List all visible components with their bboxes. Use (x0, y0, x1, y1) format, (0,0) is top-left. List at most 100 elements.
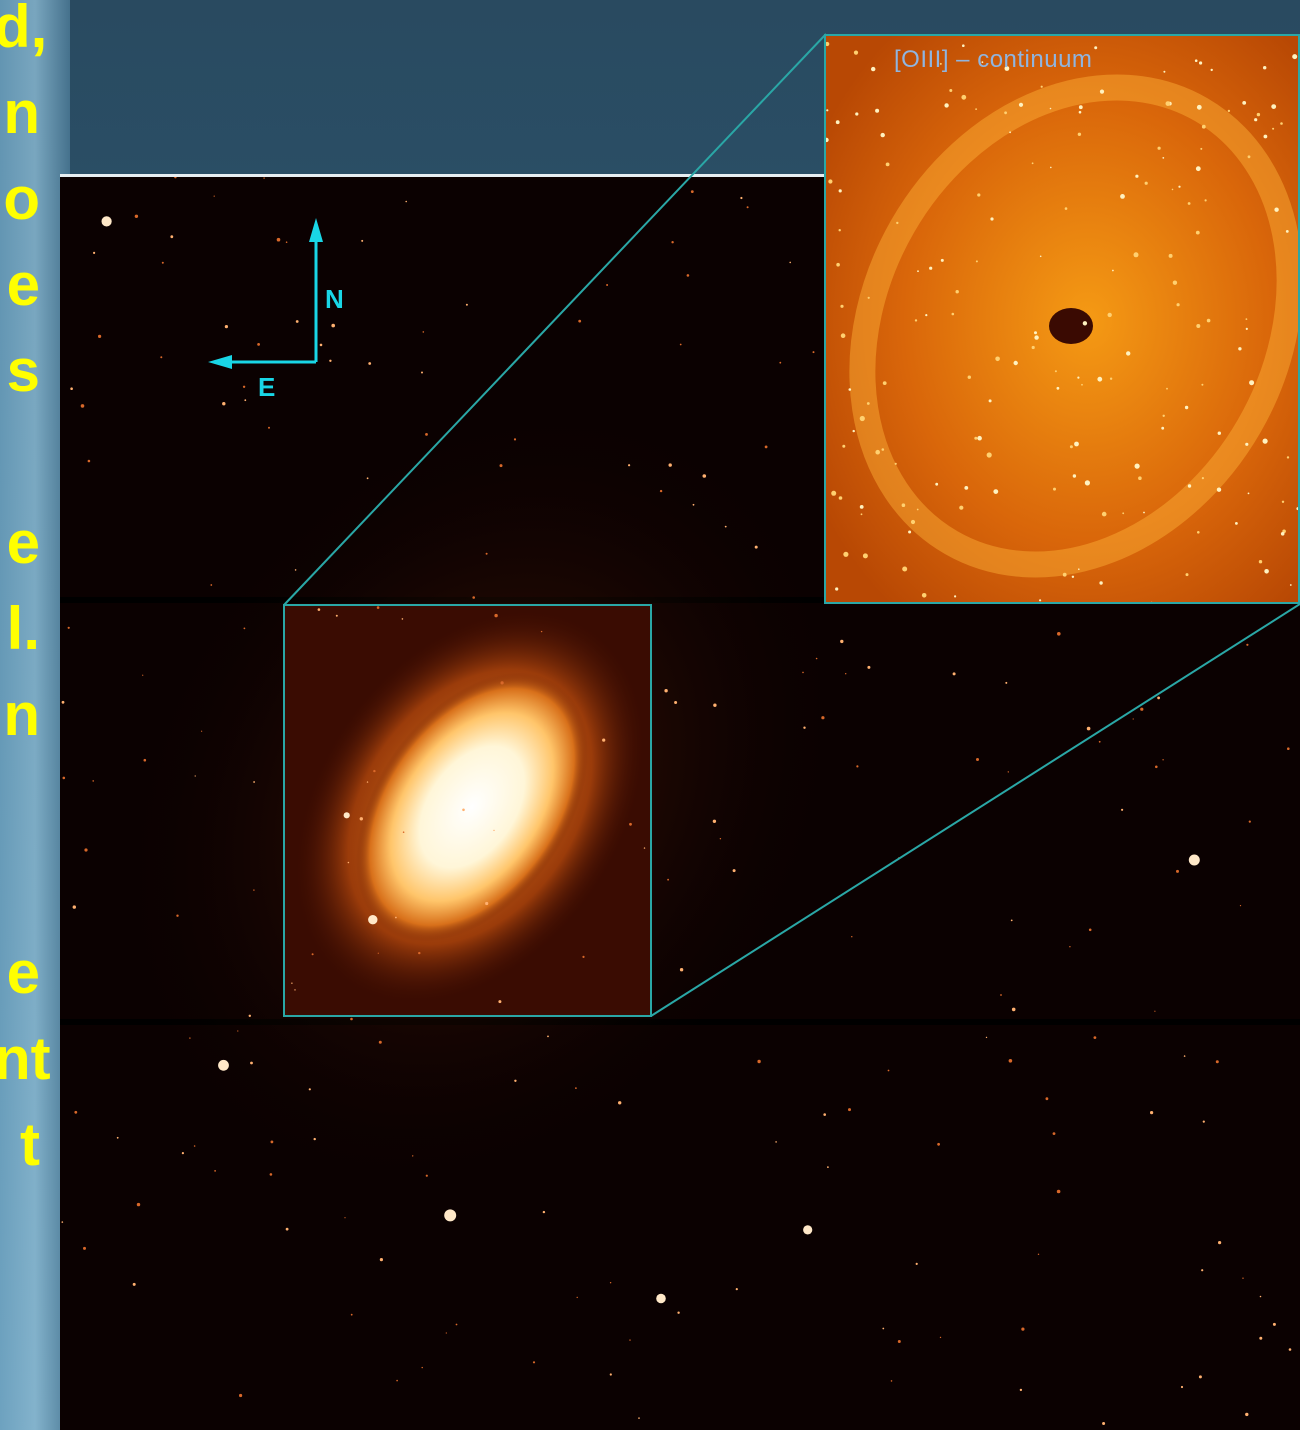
star (679, 968, 684, 972)
star (244, 399, 247, 402)
emission-knot (826, 109, 829, 112)
emission-knot (1013, 360, 1018, 366)
star (401, 618, 404, 620)
star (269, 1173, 273, 1176)
emission-knot (1247, 492, 1250, 495)
star (1086, 726, 1091, 731)
star (239, 1393, 243, 1398)
emission-knot (894, 462, 897, 465)
inset-image-canvas (826, 36, 1298, 602)
emission-knot (1054, 370, 1057, 373)
emission-knot (954, 595, 957, 598)
emission-knot (1072, 474, 1077, 478)
emission-knot (951, 312, 955, 316)
star (882, 1327, 885, 1330)
star (308, 1088, 311, 1091)
star (270, 1140, 274, 1144)
emission-knot (1206, 318, 1211, 323)
emission-knot (853, 50, 859, 55)
emission-knot (867, 296, 870, 299)
inset-image: [OIII] – continuum (824, 34, 1300, 604)
star (376, 606, 380, 609)
star (421, 1366, 423, 1369)
emission-knot (1216, 487, 1222, 492)
star (379, 1258, 383, 1262)
star (181, 1152, 184, 1155)
emission-knot (835, 587, 839, 591)
star (361, 239, 364, 242)
star (222, 402, 226, 406)
emission-knot (1256, 112, 1261, 117)
emission-knot (977, 435, 982, 441)
star (542, 1210, 546, 1214)
star (248, 1014, 251, 1017)
emission-knot (1274, 207, 1279, 212)
emission-knot (1199, 61, 1203, 65)
star (242, 385, 246, 388)
star (366, 781, 369, 783)
emission-knot (1034, 335, 1039, 340)
emission-knot (1263, 134, 1268, 139)
star (1154, 1010, 1156, 1012)
emission-knot (1031, 162, 1034, 165)
emission-knot (1082, 321, 1088, 326)
star (395, 916, 397, 919)
star (713, 703, 717, 707)
emission-knot (838, 229, 841, 232)
emission-knot (990, 217, 994, 221)
star (422, 331, 425, 333)
emission-knot (1262, 438, 1268, 444)
star (1007, 771, 1009, 773)
slide-text-line: s (6, 337, 40, 404)
star (578, 319, 582, 323)
star (1242, 1277, 1244, 1279)
star (1098, 740, 1101, 743)
emission-knot (1271, 104, 1277, 109)
star (1069, 946, 1071, 948)
emission-knot (1289, 584, 1292, 586)
emission-knot (967, 375, 971, 379)
star (764, 445, 768, 449)
star (915, 1262, 918, 1265)
star (712, 819, 717, 823)
star (176, 914, 179, 917)
emission-knot (1039, 255, 1042, 258)
emission-knot (1101, 511, 1107, 517)
star (812, 351, 815, 354)
star (498, 1000, 502, 1004)
emission-knot (1201, 124, 1206, 129)
star (201, 730, 203, 732)
emission-knot (1074, 441, 1079, 447)
emission-knot (1144, 181, 1148, 185)
compass-east-label: E (258, 372, 276, 402)
star (1198, 1375, 1202, 1379)
emission-knot (1150, 601, 1153, 602)
emission-knot (1281, 500, 1285, 503)
emission-knot (1050, 166, 1052, 169)
star (189, 1037, 191, 1039)
star (802, 671, 804, 674)
star (421, 371, 423, 374)
emission-knot (1296, 507, 1298, 511)
emission-knot (1097, 376, 1103, 382)
emission-knot (835, 120, 840, 125)
emission-knot (1109, 377, 1113, 380)
star (514, 1079, 517, 1082)
emission-knot (875, 449, 880, 455)
star (377, 952, 379, 954)
star (343, 812, 350, 819)
emission-knot (831, 490, 837, 496)
emission-knot (1004, 66, 1010, 71)
star (848, 1108, 851, 1112)
emission-knot (949, 89, 953, 92)
star (412, 1155, 414, 1157)
star (101, 216, 112, 227)
star (1180, 1385, 1184, 1389)
star (677, 1311, 680, 1314)
emission-knot (975, 260, 978, 263)
star (425, 433, 428, 436)
star (856, 765, 859, 768)
emission-knot (860, 513, 863, 516)
star (1005, 681, 1008, 684)
star (952, 672, 956, 676)
